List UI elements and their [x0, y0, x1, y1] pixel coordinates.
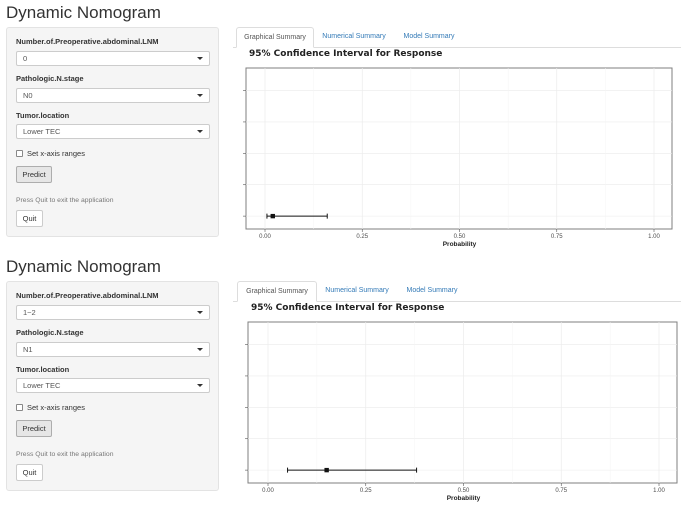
lnm-label: Number.of.Preoperative.abdominal.LNM — [16, 291, 159, 300]
tab-graphical-summary[interactable]: Graphical Summary — [237, 281, 317, 302]
plot-panel — [245, 67, 673, 230]
predict-button[interactable]: Predict — [16, 166, 52, 183]
nomogram-app-2: Dynamic Nomogram Number.of.Preoperative.… — [0, 254, 685, 508]
x-tick-label: 0.50 — [458, 488, 470, 494]
x-axis-range-checkbox-row[interactable]: Set x-axis ranges — [16, 403, 85, 412]
lnm-label: Number.of.Preoperative.abdominal.LNM — [16, 37, 159, 46]
x-tick-label: 0.75 — [555, 488, 567, 494]
x-tick-label: 0.25 — [356, 234, 368, 240]
chart-title: 95% Confidence Interval for Response — [249, 49, 443, 59]
quit-help-text: Press Quit to exit the application — [16, 451, 114, 458]
lnm-select-value: 1~2 — [23, 308, 36, 317]
plot-panel — [247, 321, 678, 484]
chevron-down-icon — [197, 94, 203, 97]
x-tick-label: 0.00 — [262, 488, 274, 494]
summary-tabs: Graphical Summary Numerical Summary Mode… — [233, 281, 681, 302]
x-axis-range-checkbox[interactable] — [16, 150, 23, 157]
lnm-select[interactable]: 1~2 — [16, 305, 210, 320]
summary-tabs: Graphical Summary Numerical Summary Mode… — [233, 27, 681, 48]
lnm-select-value: 0 — [23, 54, 28, 63]
n-stage-select-value: N0 — [23, 91, 33, 100]
n-stage-label: Pathologic.N.stage — [16, 328, 84, 337]
tumor-location-select-value: Lower TEC — [23, 381, 61, 390]
x-tick-label: 0.75 — [551, 234, 563, 240]
tumor-location-select-value: Lower TEC — [23, 127, 61, 136]
x-tick-label: 1.00 — [648, 234, 660, 240]
x-axis-label: Probability — [447, 495, 481, 502]
nomogram-app-1: Dynamic Nomogram Number.of.Preoperative.… — [0, 0, 685, 254]
tumor-location-select[interactable]: Lower TEC — [16, 378, 210, 393]
x-tick-label: 0.25 — [360, 488, 372, 494]
x-axis-range-checkbox-row[interactable]: Set x-axis ranges — [16, 149, 85, 158]
input-sidebar: Number.of.Preoperative.abdominal.LNM 0 P… — [6, 27, 219, 237]
chevron-down-icon — [197, 311, 203, 314]
point-estimate — [324, 467, 329, 473]
predict-button[interactable]: Predict — [16, 420, 52, 437]
x-axis-label: Probability — [443, 241, 477, 248]
chevron-down-icon — [197, 57, 203, 60]
x-tick-label: 1.00 — [653, 488, 665, 494]
n-stage-label: Pathologic.N.stage — [16, 74, 84, 83]
x-axis-range-checkbox-label: Set x-axis ranges — [27, 403, 85, 412]
tab-model-summary[interactable]: Model Summary — [403, 33, 455, 40]
app-title: Dynamic Nomogram — [6, 3, 161, 22]
tab-model-summary[interactable]: Model Summary — [406, 287, 458, 294]
n-stage-select[interactable]: N0 — [16, 88, 210, 103]
quit-button[interactable]: Quit — [16, 464, 43, 481]
confidence-interval-chart: 0.00 0.25 0.50 0.75 1.00 Probability — [243, 67, 673, 248]
x-axis-range-checkbox-label: Set x-axis ranges — [27, 149, 85, 158]
tab-numerical-summary[interactable]: Numerical Summary — [325, 287, 389, 294]
tumor-location-select[interactable]: Lower TEC — [16, 124, 210, 139]
point-estimate — [270, 213, 275, 219]
tumor-location-label: Tumor.location — [16, 111, 70, 120]
confidence-interval-chart: 0.00 0.25 0.50 0.75 1.00 Probability — [245, 321, 678, 502]
n-stage-select[interactable]: N1 — [16, 342, 210, 357]
n-stage-select-value: N1 — [23, 345, 33, 354]
app-title: Dynamic Nomogram — [6, 257, 161, 276]
x-tick-label: 0.00 — [259, 234, 271, 240]
tab-numerical-summary[interactable]: Numerical Summary — [322, 33, 386, 40]
tumor-location-label: Tumor.location — [16, 365, 70, 374]
lnm-select[interactable]: 0 — [16, 51, 210, 66]
x-tick-label: 0.50 — [454, 234, 466, 240]
quit-button[interactable]: Quit — [16, 210, 43, 227]
x-axis-range-checkbox[interactable] — [16, 404, 23, 411]
chevron-down-icon — [197, 348, 203, 351]
input-sidebar: Number.of.Preoperative.abdominal.LNM 1~2… — [6, 281, 219, 491]
chart-title: 95% Confidence Interval for Response — [251, 303, 445, 313]
chevron-down-icon — [197, 384, 203, 387]
chevron-down-icon — [197, 130, 203, 133]
quit-help-text: Press Quit to exit the application — [16, 197, 114, 204]
tab-graphical-summary[interactable]: Graphical Summary — [236, 27, 314, 48]
